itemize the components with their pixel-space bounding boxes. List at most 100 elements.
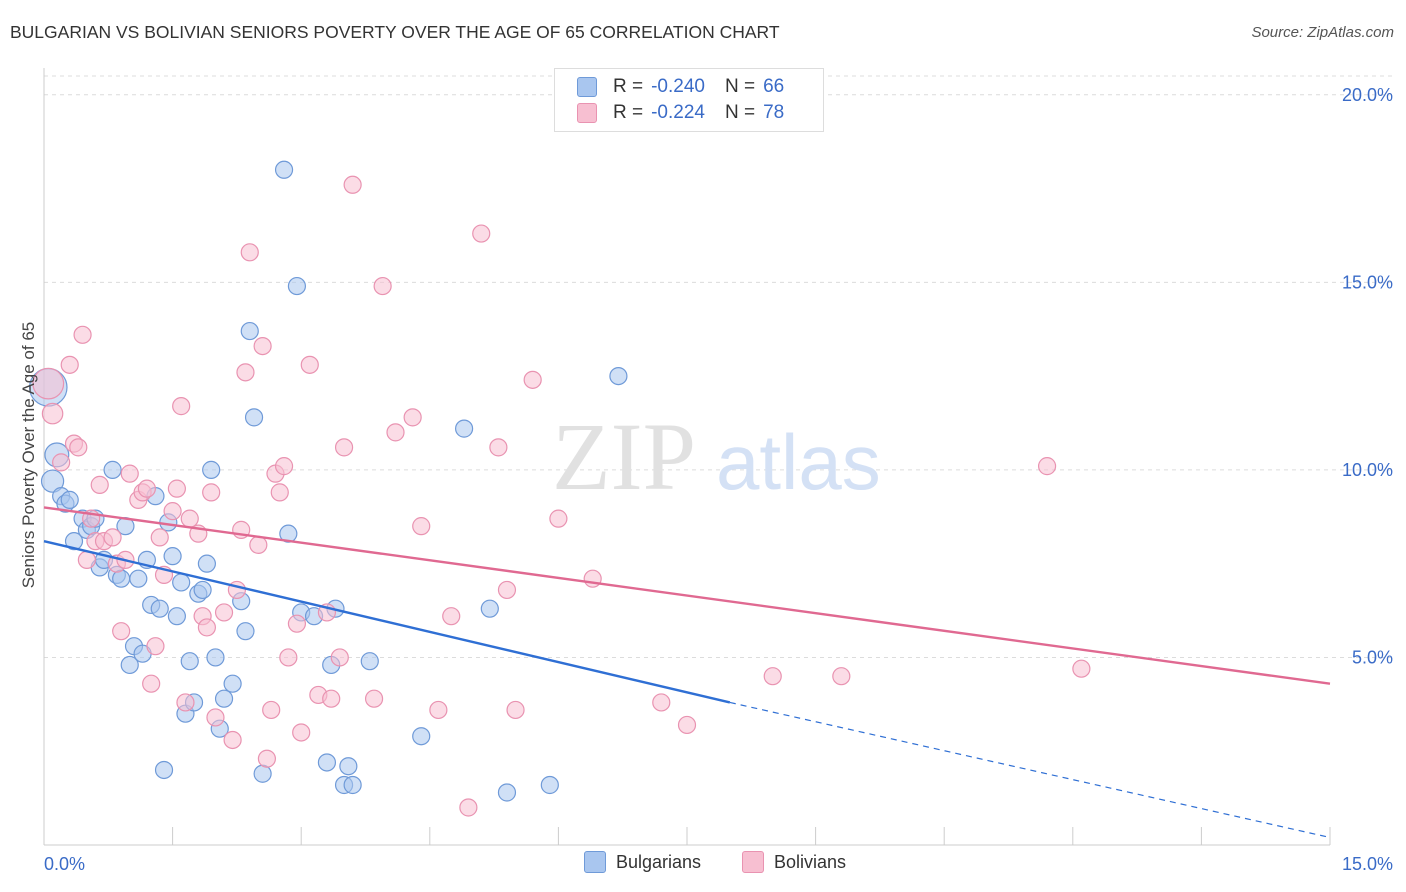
watermark-atlas: atlas [716, 418, 881, 506]
bulgarians-point [150, 599, 169, 618]
bolivians-point [364, 689, 384, 708]
bolivians-trend-line [43, 506, 1331, 685]
bolivians-point [506, 700, 525, 720]
bolivians-point [197, 618, 216, 637]
bolivians-point [206, 708, 225, 727]
bolivians-point [343, 175, 362, 194]
x-tick-label: 0.0% [44, 854, 85, 874]
legend-swatch-bulgarians [577, 77, 597, 97]
legend-row-bolivians: R = -0.224 N = 78 [577, 100, 784, 126]
bolivians-point [300, 355, 319, 374]
bolivians-point [249, 535, 268, 555]
bolivians-point [403, 408, 422, 427]
legend-r-label: R = [613, 76, 644, 97]
bulgarians-point [197, 554, 216, 573]
bulgarians-point [287, 276, 307, 296]
bolivians-point [287, 614, 307, 633]
bolivians-point [1072, 659, 1091, 678]
bolivians-point [523, 370, 542, 389]
bolivians-point [163, 502, 182, 521]
bulgarians-point [223, 674, 242, 693]
bulgarians-point [120, 655, 139, 675]
bolivians-point [236, 363, 255, 382]
bottom-legend-bulgarians: Bulgarians [584, 851, 701, 873]
bolivians-point [270, 483, 289, 502]
y-tick-label: 10.0% [1342, 460, 1393, 480]
bolivians-point [652, 693, 671, 712]
bulgarians-point [167, 607, 186, 626]
bulgarians-point [103, 460, 122, 479]
bolivians-point [442, 607, 461, 626]
bolivians-point [60, 355, 79, 374]
bulgarians-point [180, 652, 199, 671]
bolivians-point [253, 336, 272, 356]
y-tick-label: 15.0% [1342, 272, 1393, 292]
bolivians-point [180, 509, 199, 528]
bottom-legend-label-bulgarians: Bulgarians [616, 851, 702, 872]
bulgarians-point [154, 760, 174, 780]
bulgarians-point [609, 366, 628, 386]
bolivians-point [292, 723, 311, 742]
bulgarians-point [202, 460, 221, 479]
bolivians-point [279, 648, 298, 667]
bulgarians-trend-extension [729, 701, 1331, 839]
bottom-legend-swatch-bolivians [742, 851, 764, 873]
bolivians-point [73, 325, 92, 344]
bulgarians-trend-line [43, 539, 731, 704]
bolivians-point [262, 700, 281, 720]
axes [43, 68, 1331, 846]
legend-row-bulgarians: R = -0.240 N = 66 [577, 74, 784, 100]
bulgarians-point [317, 753, 337, 772]
bolivians-point [1037, 457, 1057, 476]
bolivians-point [142, 674, 161, 693]
bulgarians-point [172, 573, 191, 592]
bolivians-point [146, 637, 165, 656]
bolivians-point [32, 367, 65, 400]
bolivians-point [69, 438, 88, 457]
bolivians-point [832, 667, 851, 686]
legend-r-value: -0.224 [651, 102, 705, 123]
bolivians-point [202, 483, 221, 502]
bulgarians-point [236, 622, 255, 641]
legend-n-value: 66 [763, 76, 785, 97]
bolivians-point [677, 715, 697, 735]
bottom-legend-bolivians: Bolivians [742, 851, 846, 873]
bolivians-point [373, 276, 392, 296]
bolivians-point [214, 603, 234, 622]
bolivians-point [176, 693, 195, 712]
bulgarians-point [454, 419, 474, 438]
correlation-legend: R = -0.240 N = 66 R = -0.224 N = 78 [554, 68, 824, 132]
bolivians-point [386, 423, 405, 442]
bulgarians-point [279, 524, 298, 543]
bulgarians-point [163, 547, 182, 566]
bolivians-point [137, 479, 156, 498]
bulgarians-point [214, 689, 234, 708]
bulgarians-point [129, 569, 148, 588]
bottom-legend-label-bolivians: Bolivians [774, 851, 847, 872]
bolivians-point [223, 730, 242, 750]
y-tick-label: 20.0% [1342, 85, 1393, 105]
bulgarians-point [112, 569, 131, 588]
trend-lines [43, 506, 1331, 839]
bulgarians-point [60, 490, 79, 509]
y-tick-label: 5.0% [1352, 647, 1393, 667]
bolivians-point [549, 509, 568, 528]
bulgarians-point [193, 580, 212, 600]
legend-n-label: N = [724, 102, 756, 123]
bolivians-point [322, 689, 341, 708]
bolivians-point [41, 402, 64, 425]
y-axis-label-container: Seniors Poverty Over the Age of 65 [14, 90, 44, 820]
bulgarians-point [360, 652, 379, 671]
tick-labels: 5.0% 10.0% 15.0% 20.0% 0.0% 15.0% [44, 85, 1393, 874]
legend-n-value: 78 [763, 102, 785, 123]
x-tick-label: 15.0% [1342, 854, 1393, 874]
bolivians-point [172, 397, 191, 416]
legend-r-label: R = [613, 102, 644, 123]
bolivians-point [240, 243, 259, 262]
bolivians-point [120, 464, 139, 483]
bolivians-point [334, 438, 354, 457]
bulgarians-point [480, 599, 499, 618]
bulgarians-point [412, 727, 431, 746]
bolivians-point [763, 667, 782, 686]
